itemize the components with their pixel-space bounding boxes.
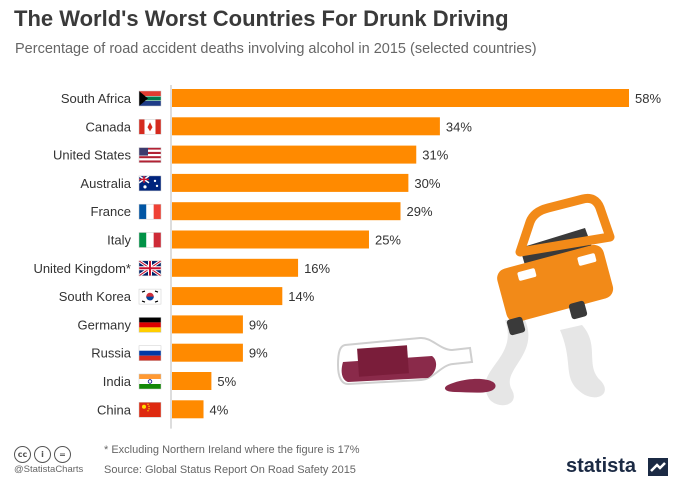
- bar: [172, 400, 204, 419]
- no-derivatives-icon: =: [54, 446, 71, 463]
- statista-brand: statista: [566, 455, 637, 477]
- category-label: Italy: [107, 233, 131, 248]
- chart-subtitle: Percentage of road accident deaths invol…: [15, 41, 537, 57]
- italy-flag-icon: [138, 232, 162, 248]
- category-label: India: [103, 374, 132, 389]
- bar: [172, 145, 417, 164]
- bar: [172, 230, 369, 249]
- category-label: Germany: [78, 317, 132, 332]
- category-label: France: [91, 204, 131, 219]
- value-label: 9%: [249, 317, 268, 332]
- attribution-icon: i: [34, 446, 51, 463]
- chart-title: The World's Worst Countries For Drunk Dr…: [14, 6, 509, 31]
- cc-icon: cc: [14, 446, 31, 463]
- bar: [172, 372, 212, 390]
- bar: [172, 343, 243, 362]
- bar: [172, 173, 409, 192]
- value-label: 4%: [210, 402, 229, 417]
- china-flag-icon: [138, 402, 162, 418]
- wine-bottle-icon: [336, 336, 496, 393]
- source-note: Source: Global Status Report On Road Saf…: [104, 464, 356, 476]
- bar: [172, 202, 401, 221]
- australia-flag-icon: [138, 175, 162, 192]
- value-label: 16%: [304, 261, 330, 276]
- value-label: 25%: [375, 233, 401, 248]
- category-label: Russia: [91, 346, 132, 361]
- value-label: 5%: [217, 374, 236, 389]
- united-states-flag-icon: [138, 147, 162, 163]
- car-icon: [485, 193, 615, 406]
- category-label: United Kingdom*: [33, 261, 131, 276]
- value-label: 9%: [249, 346, 268, 361]
- category-label: Australia: [80, 176, 131, 191]
- category-label: Canada: [85, 119, 131, 134]
- south-korea-flag-icon: [138, 288, 162, 305]
- statista-logo-icon: [648, 458, 668, 476]
- twitter-handle: @StatistaCharts: [14, 464, 84, 475]
- value-label: 58%: [635, 91, 661, 106]
- category-label: South Africa: [61, 91, 132, 106]
- category-label: China: [97, 402, 132, 417]
- value-label: 14%: [288, 289, 314, 304]
- bar: [172, 89, 629, 107]
- license-icons: cc i =: [14, 444, 74, 463]
- germany-flag-icon: [138, 317, 162, 333]
- france-flag-icon: [138, 203, 162, 220]
- bar: [172, 315, 243, 334]
- russia-flag-icon: [138, 345, 162, 361]
- south-africa-flag-icon: [138, 90, 162, 107]
- category-label: United States: [53, 148, 132, 163]
- value-label: 29%: [407, 204, 433, 219]
- canada-flag-icon: [138, 119, 162, 135]
- united-kingdom-flag-icon: [138, 259, 162, 278]
- bar: [172, 258, 299, 277]
- category-label: South Korea: [59, 289, 132, 304]
- value-label: 34%: [446, 119, 472, 134]
- value-label: 30%: [414, 176, 440, 191]
- footnote: * Excluding Northern Ireland where the f…: [104, 444, 360, 456]
- value-label: 31%: [422, 148, 448, 163]
- bar: [172, 117, 440, 136]
- india-flag-icon: [138, 373, 162, 390]
- bar: [172, 287, 283, 306]
